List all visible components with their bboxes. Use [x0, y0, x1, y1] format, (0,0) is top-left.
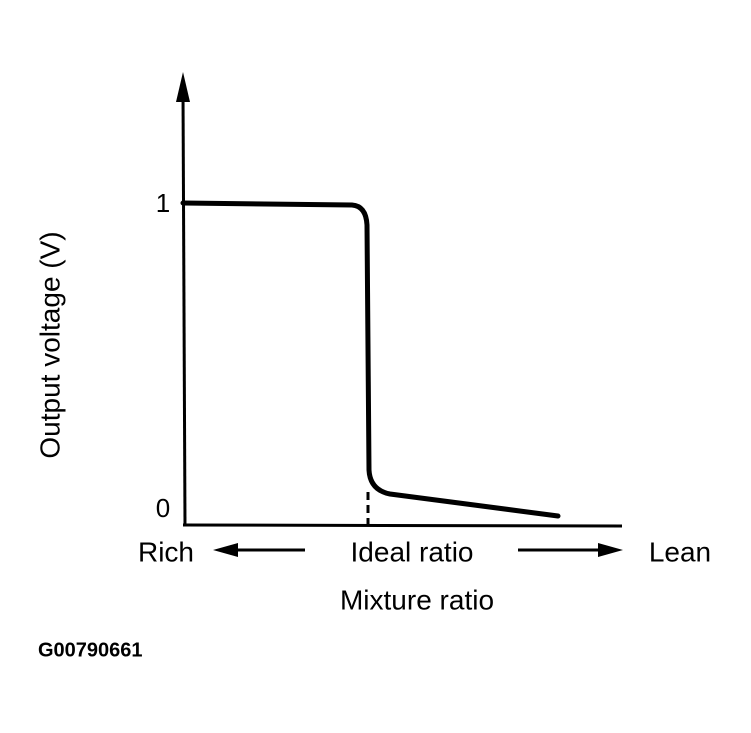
y-tick-label: 0	[156, 493, 170, 523]
y-axis	[181, 91, 187, 527]
x-right-label: Lean	[649, 536, 711, 567]
x-axis-label: Mixture ratio	[340, 584, 494, 615]
output-curve	[180, 200, 561, 519]
figure-id: G00790661	[38, 639, 143, 661]
left-arrow-head	[213, 543, 238, 557]
x-left-label: Rich	[138, 536, 194, 567]
x-axis	[182, 523, 623, 528]
right-arrow-head	[598, 543, 623, 557]
y-tick-label: 1	[156, 188, 170, 218]
y-axis-arrow	[176, 72, 190, 102]
y-axis-label: Output voltage (V)	[34, 231, 65, 458]
x-center-label: Ideal ratio	[351, 536, 474, 567]
